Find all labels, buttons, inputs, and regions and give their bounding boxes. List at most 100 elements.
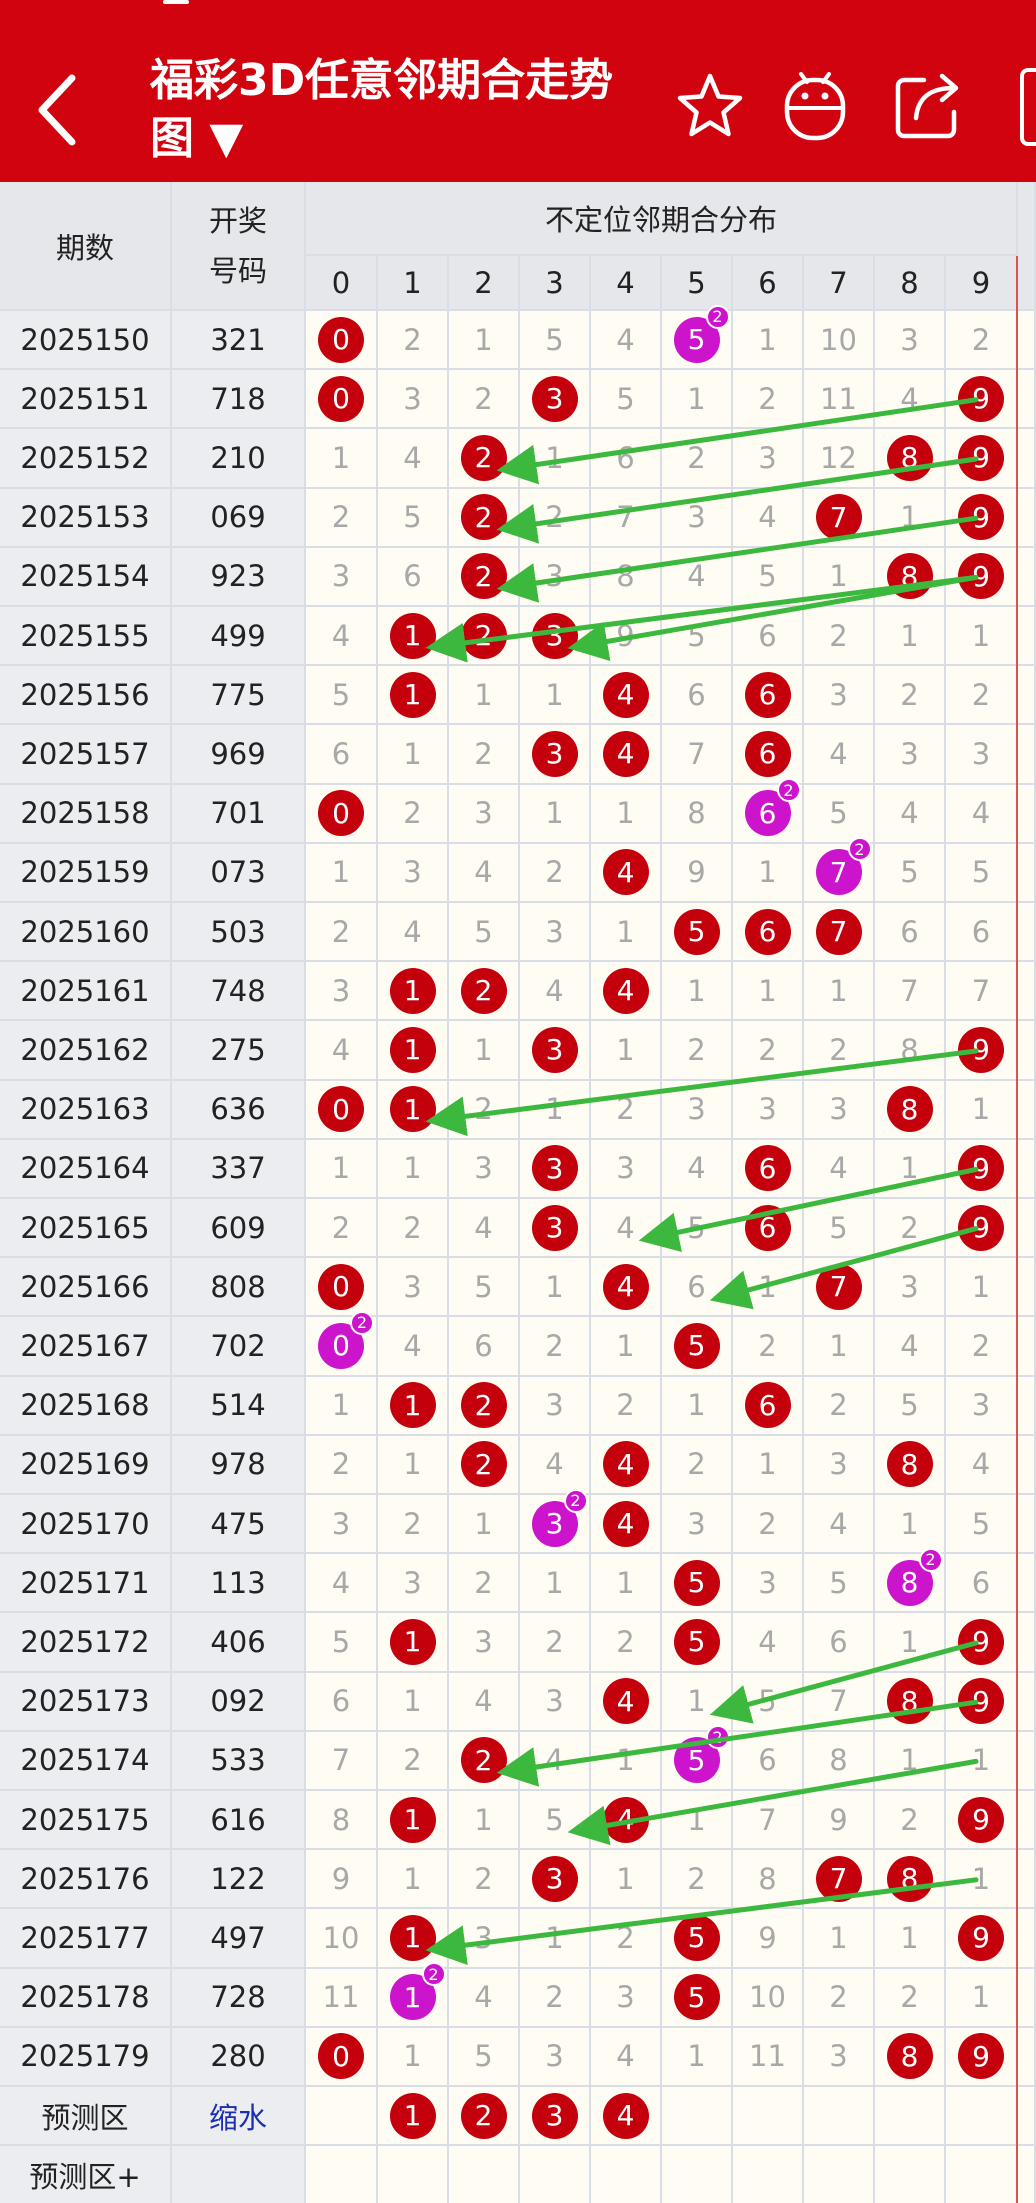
ball-number: 1 — [403, 974, 422, 1008]
digit-column-header[interactable]: 1 — [378, 256, 449, 311]
more-button[interactable] — [1020, 68, 1036, 146]
distribution-cell: 4 — [875, 784, 946, 844]
miss-count: 1 — [616, 1861, 635, 1896]
miss-count: 2 — [687, 440, 706, 475]
prediction-cell[interactable] — [306, 2087, 378, 2147]
prediction-cell[interactable] — [875, 2146, 946, 2203]
prediction-cell[interactable]: 1 — [378, 2087, 449, 2147]
prediction-row-label: 预测区 — [0, 2087, 172, 2147]
android-robot-icon[interactable] — [777, 68, 853, 144]
digit-column-header[interactable]: 7 — [804, 256, 875, 311]
predicted-ball[interactable]: 2 — [460, 2092, 507, 2139]
miss-count: 5 — [545, 322, 564, 357]
miss-count: 3 — [758, 1565, 777, 1600]
miss-count: 5 — [829, 1565, 848, 1600]
miss-count: 1 — [829, 1328, 848, 1363]
distribution-cell: 4 — [946, 784, 1018, 844]
distribution-cell: 5 — [662, 903, 733, 963]
digit-column-header[interactable]: 2 — [449, 256, 520, 311]
miss-count: 2 — [971, 1328, 991, 1363]
period-label: 2025156 — [20, 677, 150, 712]
overflow-cell — [1018, 429, 1036, 489]
distribution-cell: 1 — [378, 1613, 449, 1673]
digit-column-header[interactable]: 8 — [875, 256, 946, 311]
distribution-cell: 1 — [804, 547, 875, 607]
distribution-cell: 3 — [520, 370, 591, 430]
digit-column-header[interactable]: 4 — [591, 256, 662, 311]
prediction-cell[interactable]: 4 — [591, 2087, 662, 2147]
predicted-ball[interactable]: 1 — [389, 2092, 436, 2139]
hit-ball: 1 — [389, 1914, 436, 1961]
period-label: 2025175 — [20, 1802, 150, 1837]
prediction-cell[interactable] — [875, 2087, 946, 2147]
hit-ball: 4 — [602, 1796, 649, 1843]
miss-count: 2 — [900, 677, 919, 712]
distribution-cell: 6 — [733, 607, 804, 667]
hit-ball: 9 — [958, 1618, 1004, 1665]
distribution-cell: 6 — [733, 1376, 804, 1436]
prediction-cell[interactable] — [662, 2087, 733, 2147]
period-column-header[interactable]: 期数 — [0, 182, 172, 311]
draw-number-cell: 503 — [172, 903, 306, 963]
miss-count: 3 — [403, 1565, 422, 1600]
ball-number: 2 — [474, 1447, 493, 1481]
distribution-cell: 5 — [520, 1791, 591, 1851]
distribution-cell: 4 — [591, 962, 662, 1022]
hit-ball: 2 — [460, 1737, 507, 1784]
prediction-cell[interactable] — [946, 2087, 1018, 2147]
digit-column-header[interactable]: 0 — [306, 256, 378, 311]
predicted-ball[interactable]: 4 — [602, 2092, 649, 2139]
prediction-cell[interactable] — [306, 2146, 378, 2203]
prediction-link-cell[interactable]: 缩水 — [172, 2087, 306, 2147]
draw-number-cell: 702 — [172, 1317, 306, 1377]
share-icon[interactable] — [890, 68, 966, 144]
distribution-cell: 2 — [378, 1495, 449, 1555]
page-title[interactable]: 福彩3D任意邻期合走势图 ▼ — [150, 55, 614, 164]
distribution-cell: 2 — [520, 1968, 591, 2028]
digit-column-header[interactable]: 5 — [662, 256, 733, 311]
prediction-cell[interactable] — [804, 2087, 875, 2147]
digit-column-header[interactable]: 3 — [520, 256, 591, 311]
predicted-ball[interactable]: 3 — [531, 2092, 578, 2139]
ball-number: 4 — [616, 1507, 635, 1541]
star-icon[interactable] — [672, 68, 748, 144]
digit-column-header[interactable]: 6 — [733, 256, 804, 311]
prediction-cell[interactable] — [520, 2146, 591, 2203]
prediction-cell[interactable] — [733, 2146, 804, 2203]
ball-number: 8 — [900, 559, 919, 593]
period-label: 2025158 — [20, 796, 150, 831]
miss-count: 1 — [971, 1980, 991, 2015]
miss-count: 6 — [616, 440, 635, 475]
miss-count: 1 — [900, 1920, 919, 1955]
miss-count: 3 — [616, 1980, 635, 2015]
prediction-cell[interactable] — [946, 2146, 1018, 2203]
miss-count: 6 — [829, 1624, 848, 1659]
ball-number: 5 — [687, 323, 706, 357]
period-label: 2025179 — [20, 2039, 150, 2074]
prediction-cell[interactable] — [378, 2146, 449, 2203]
distribution-cell: 9 — [946, 1791, 1018, 1851]
shrink-link[interactable]: 缩水 — [208, 2100, 267, 2135]
distribution-cell: 7 — [804, 1258, 875, 1318]
prediction-cell[interactable] — [733, 2087, 804, 2147]
prediction-cell[interactable] — [449, 2146, 520, 2203]
miss-count: 5 — [331, 1624, 351, 1659]
digit-column-header[interactable]: 9 — [946, 256, 1018, 311]
chevron-left-icon[interactable] — [30, 70, 90, 150]
distribution-cell: 2 — [733, 1021, 804, 1081]
repeat-count-badge: 2 — [776, 778, 801, 803]
draw-number-cell: 533 — [172, 1731, 306, 1791]
distribution-cell: 1 — [662, 1791, 733, 1851]
hit-ball: 9 — [958, 1026, 1004, 1073]
prediction-cell[interactable]: 2 — [449, 2087, 520, 2147]
draw-column-header[interactable]: 开奖号码 — [172, 182, 306, 311]
distribution-cell: 1 — [875, 1731, 946, 1791]
miss-count: 4 — [403, 1328, 422, 1363]
period-cell: 2025173 — [0, 1672, 172, 1732]
prediction-cell[interactable] — [662, 2146, 733, 2203]
ball-number: 1 — [403, 1092, 422, 1126]
hit-ball: 1 — [389, 671, 436, 718]
prediction-cell[interactable] — [804, 2146, 875, 2203]
prediction-cell[interactable] — [591, 2146, 662, 2203]
prediction-cell[interactable]: 3 — [520, 2087, 591, 2147]
